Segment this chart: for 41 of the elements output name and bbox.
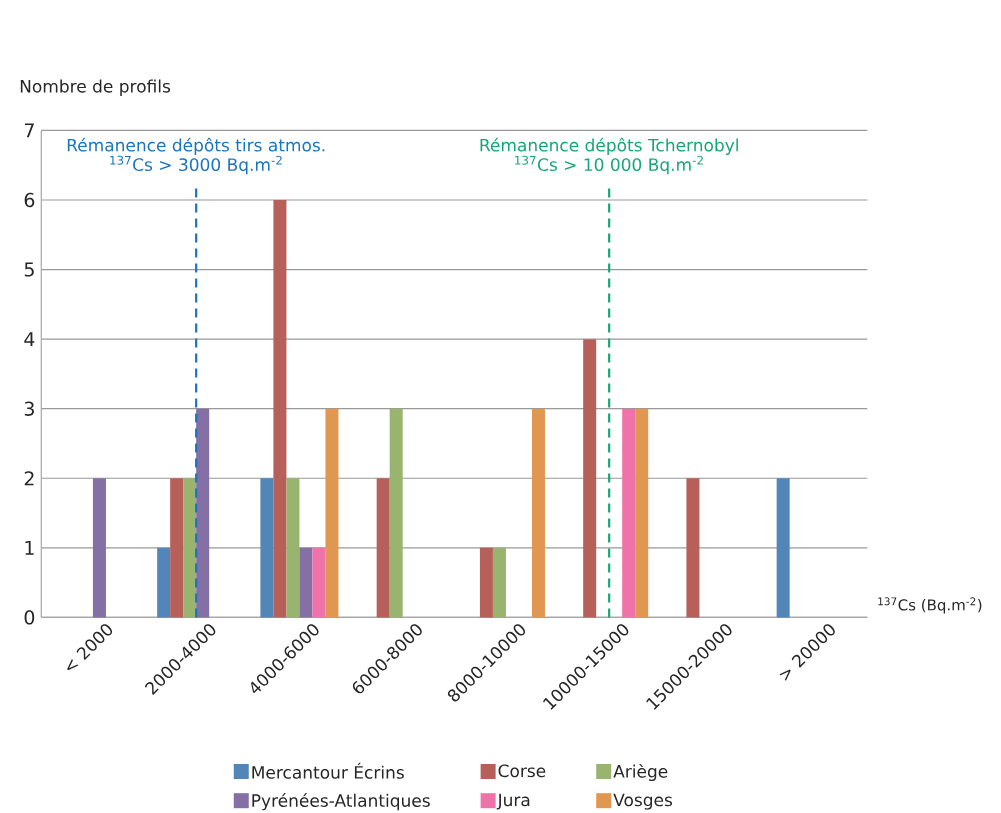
bar bbox=[686, 478, 700, 618]
y-tick-label: 2 bbox=[24, 471, 34, 486]
bar bbox=[183, 478, 197, 618]
bar bbox=[312, 547, 326, 618]
bar bbox=[286, 478, 300, 618]
bar bbox=[531, 408, 545, 618]
bar bbox=[325, 408, 339, 618]
annotation: $^{137}$Cs > 3000 Bq.m$^{-2}$ bbox=[110, 155, 282, 175]
bar bbox=[583, 339, 597, 618]
y-tick-label: 0 bbox=[24, 610, 35, 625]
y-tick-label: 6 bbox=[24, 192, 35, 208]
bar bbox=[479, 547, 493, 618]
bar bbox=[157, 547, 171, 618]
legend-label: Corse bbox=[498, 764, 546, 778]
bar bbox=[92, 478, 106, 618]
bar bbox=[196, 408, 210, 618]
bar bbox=[492, 547, 506, 618]
bar bbox=[170, 478, 184, 618]
legend-label: Mercantour Écrins bbox=[252, 762, 404, 779]
bar bbox=[635, 408, 649, 618]
ref-line-label: Rémanence dépôts Tchernobyl bbox=[480, 137, 738, 155]
legend-label: Pyrénées-Atlantiques bbox=[252, 793, 430, 811]
bar bbox=[260, 478, 274, 618]
bar bbox=[273, 199, 287, 618]
annotation: $^{137}$Cs > 10 000 Bq.m$^{-2}$ bbox=[515, 155, 703, 175]
bar bbox=[299, 547, 313, 618]
y-tick-label: 5 bbox=[24, 262, 34, 277]
bar bbox=[376, 478, 390, 618]
x-axis-title: $^{137}$Cs (Bq.m$^{-2}$) bbox=[878, 597, 982, 614]
bar bbox=[389, 408, 403, 618]
y-tick-label: 7 bbox=[24, 123, 34, 138]
ref-line-label: Rémanence dépôts tirs atmos. bbox=[67, 137, 325, 155]
y-tick-label: 3 bbox=[24, 401, 34, 416]
bar bbox=[622, 408, 636, 618]
legend-label: Vosges bbox=[613, 793, 673, 810]
y-axis-title: Nombre de profils bbox=[20, 79, 171, 96]
legend-label: Ariège bbox=[613, 763, 668, 781]
y-tick-label: 1 bbox=[25, 540, 34, 555]
legend-label: Jura bbox=[496, 793, 530, 810]
bar bbox=[776, 478, 790, 618]
y-tick-label: 4 bbox=[24, 332, 35, 346]
